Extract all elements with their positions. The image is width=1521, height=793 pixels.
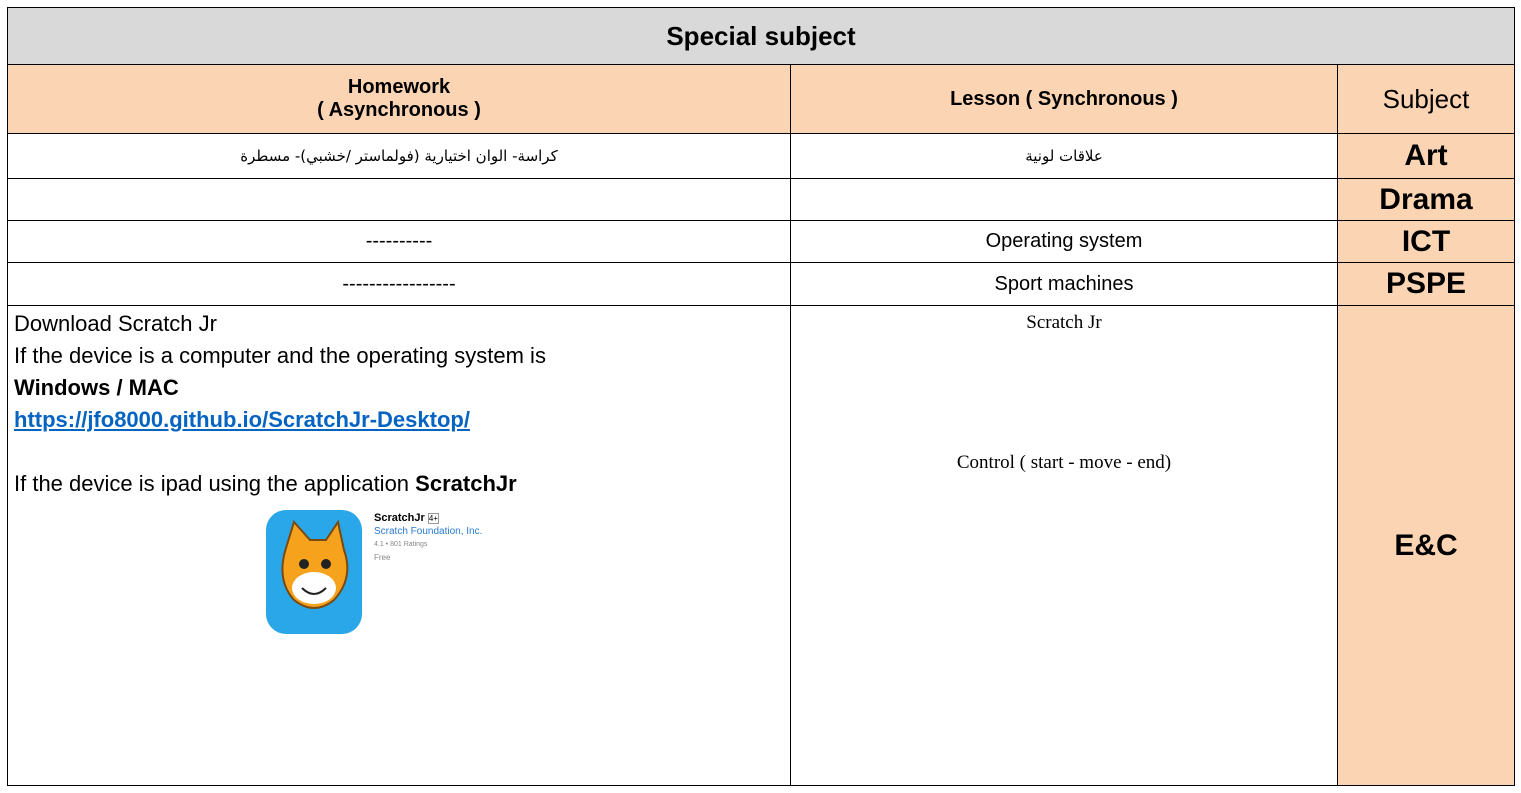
age-badge: 4+ [427, 513, 439, 524]
homework-cell: ----------------- [7, 262, 791, 306]
text-line: If the device is ipad using the applicat… [14, 468, 784, 500]
header-lesson: Lesson ( Synchronous ) [790, 64, 1338, 134]
text-line: Windows / MAC [14, 375, 179, 400]
lesson-cell: علاقات لونية [790, 133, 1338, 179]
header-text: ( Asynchronous ) [317, 99, 481, 121]
table-title: Special subject [7, 7, 1515, 65]
app-title: ScratchJr [374, 512, 425, 524]
download-link[interactable]: https://jfo8000.github.io/ScratchJr-Desk… [14, 407, 470, 432]
header-subject: Subject [1337, 64, 1515, 134]
text-line: Scratch Jr [1026, 312, 1102, 333]
subject-cell: Art [1337, 133, 1515, 179]
app-icon [266, 510, 362, 634]
text-line: Download Scratch Jr [14, 311, 217, 336]
homework-cell: Download Scratch Jr If the device is a c… [7, 305, 791, 786]
lesson-cell [790, 178, 1338, 221]
ratings: 4.1 • 801 Ratings [374, 541, 428, 548]
app-name: ScratchJr [415, 471, 517, 496]
header-text: Homework [347, 76, 451, 98]
subject-cell: ICT [1337, 220, 1515, 263]
homework-cell: كراسة- الوان اختيارية (فولماستر /خشبي)- … [7, 133, 791, 179]
price: Free [374, 553, 391, 562]
subject-cell: E&C [1337, 305, 1515, 786]
homework-cell [7, 178, 791, 221]
app-info: ScratchJr 4+ Scratch Foundation, Inc. 4.… [374, 512, 482, 564]
app-card: ScratchJr 4+ Scratch Foundation, Inc. 4.… [264, 508, 544, 638]
subject-cell: PSPE [1337, 262, 1515, 306]
homework-cell: ---------- [7, 220, 791, 263]
developer: Scratch Foundation, Inc. [374, 526, 483, 537]
lesson-cell: Sport machines [790, 262, 1338, 306]
subject-cell: Drama [1337, 178, 1515, 221]
text-line: Control ( start - move - end) [956, 452, 1172, 473]
lesson-cell: Scratch Jr Control ( start - move - end) [790, 305, 1338, 786]
text-line: If the device is a computer and the oper… [14, 343, 546, 368]
lesson-cell: Operating system [790, 220, 1338, 263]
schedule-table: Special subject Homework( Asynchronous )… [7, 7, 1515, 786]
header-homework: Homework( Asynchronous ) [7, 64, 791, 134]
text: If the device is ipad using the applicat… [14, 471, 410, 496]
